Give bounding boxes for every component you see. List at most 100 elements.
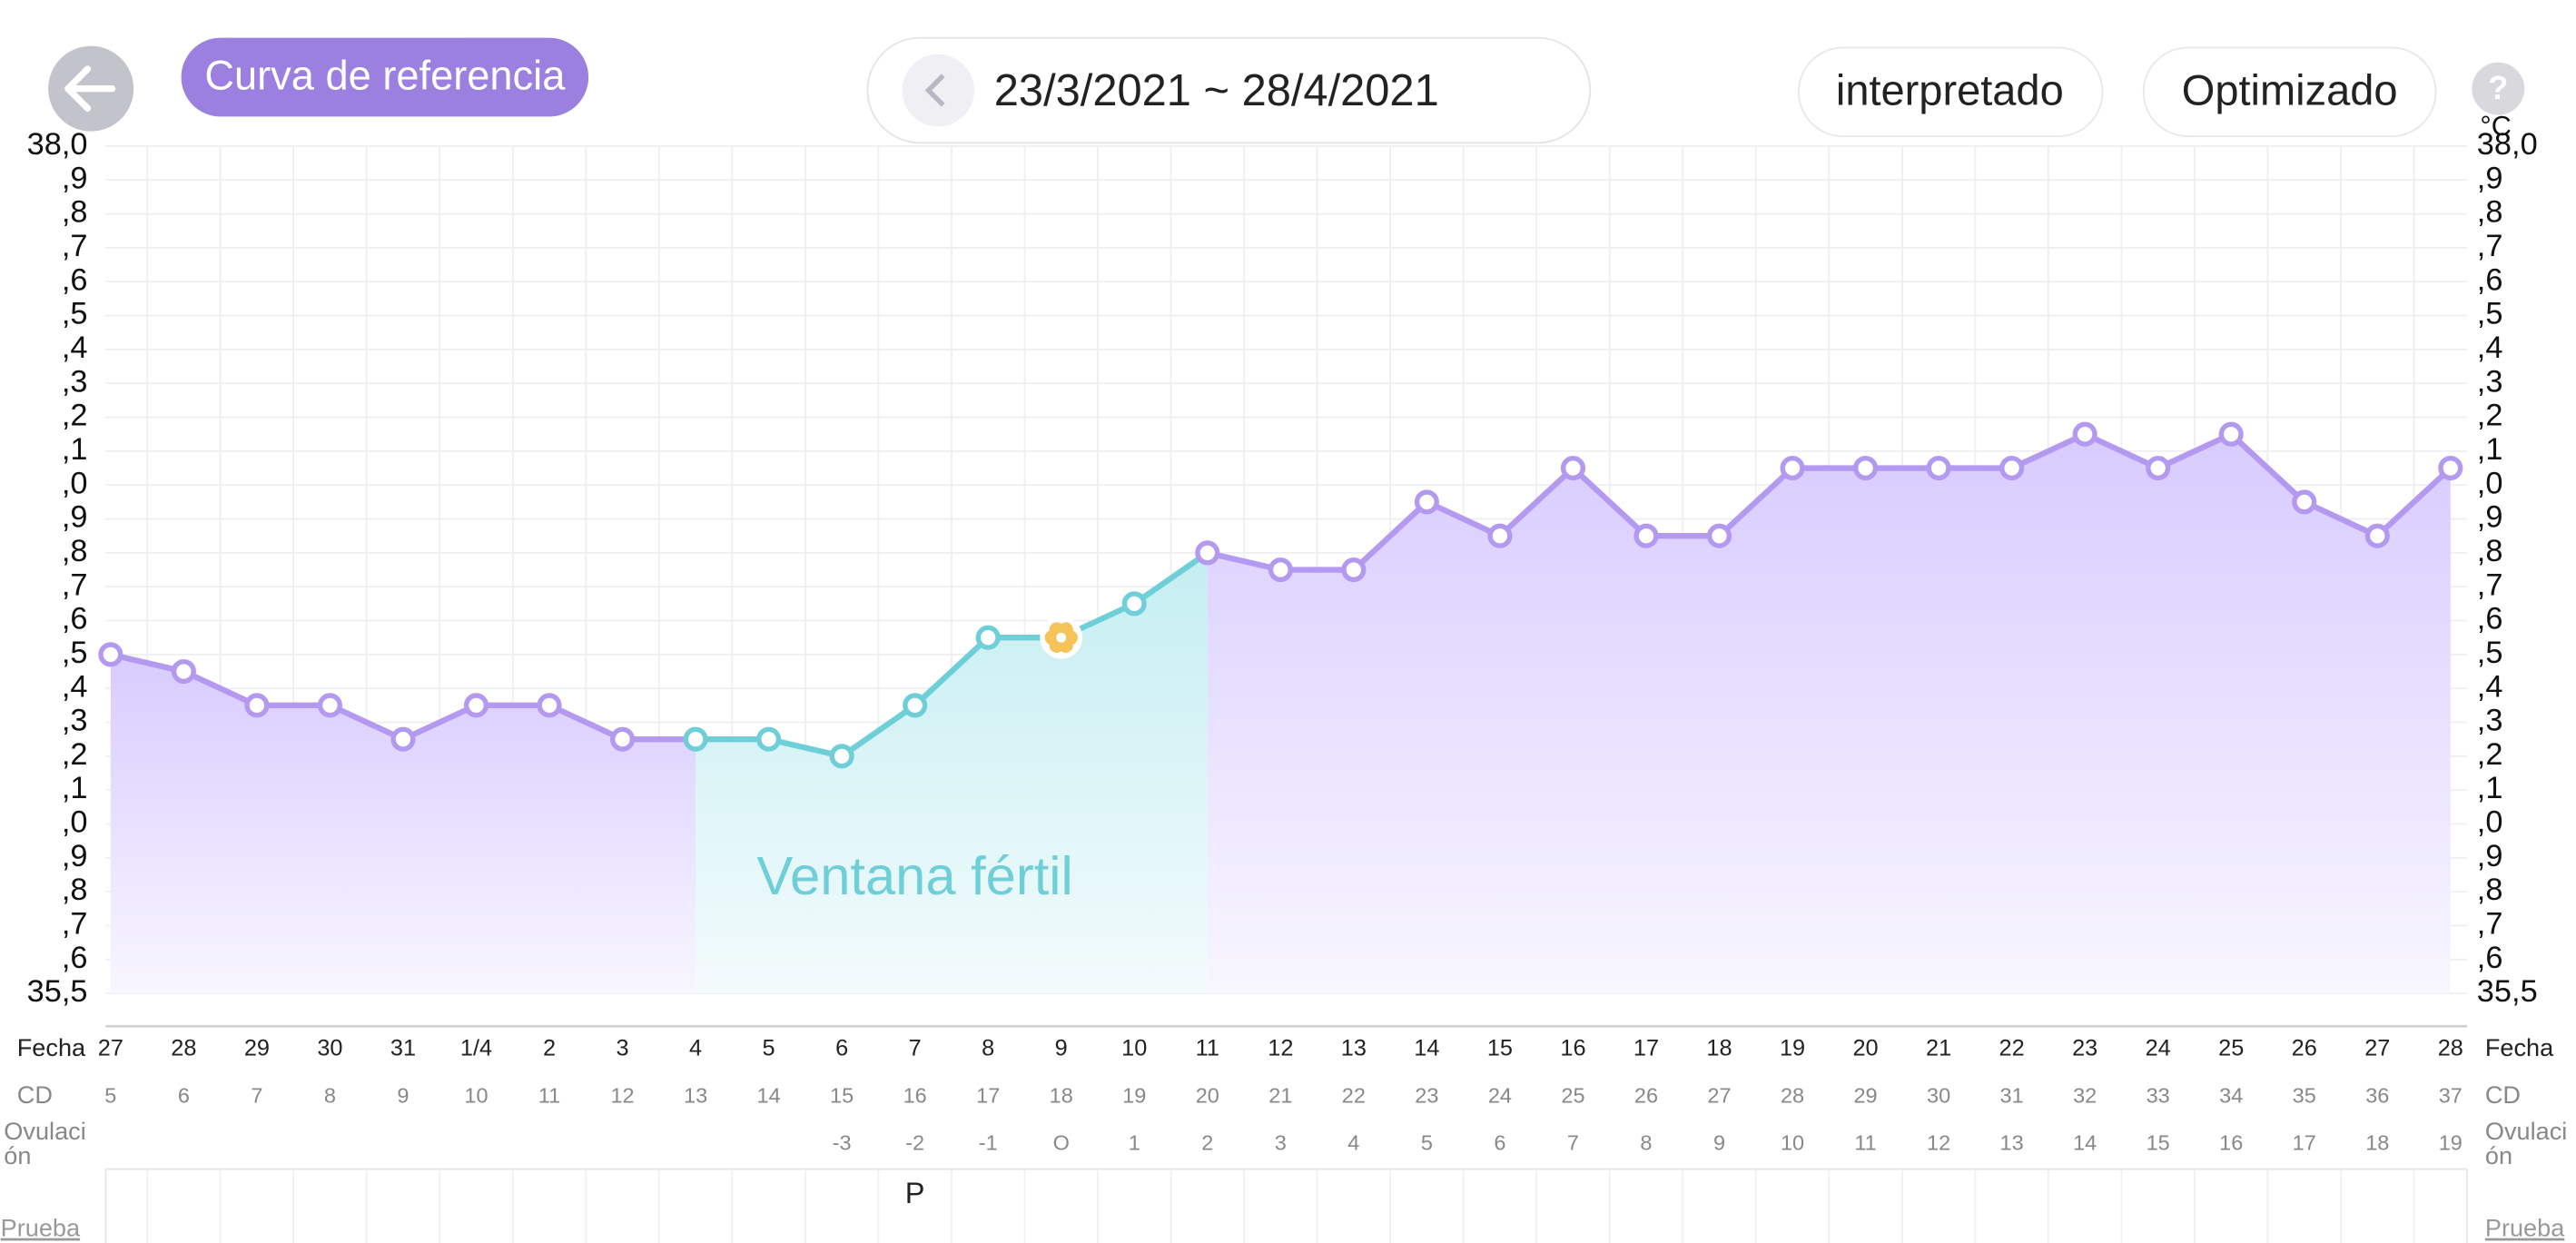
date-label: 16 (1560, 1035, 1585, 1060)
data-point (98, 642, 123, 667)
flower-center (1056, 632, 1067, 643)
cycle-day: 17 (976, 1083, 1000, 1107)
cycle-day: 23 (1415, 1083, 1438, 1107)
y-tick-label: ,5 (62, 297, 88, 331)
y-tick-label: ,4 (62, 330, 88, 365)
y2-tick-label: ,3 (2477, 364, 2503, 399)
data-point (1633, 523, 1659, 548)
ovulation-day: 7 (1567, 1131, 1579, 1155)
data-point (609, 726, 636, 752)
test-row-label: Prueba (2485, 1214, 2565, 1242)
data-point (1121, 591, 1147, 617)
y2-tick-label: ,9 (2477, 839, 2503, 873)
cycle-day: 12 (610, 1083, 634, 1107)
y2-tick-label: ,1 (2477, 432, 2503, 467)
y2-tick-label: ,8 (2477, 873, 2503, 907)
y2-tick-label: ,7 (2477, 907, 2503, 942)
cycle-day: 25 (1561, 1083, 1584, 1107)
reference-button[interactable]: Curva de referencia (181, 37, 589, 117)
cycle-day: 21 (1268, 1083, 1292, 1107)
ovulation-day: 2 (1201, 1131, 1213, 1155)
y-tick-label: ,9 (62, 500, 88, 535)
data-point (1414, 489, 1439, 515)
y-tick-label: ,9 (62, 161, 88, 195)
y2-tick-label: ,4 (2477, 669, 2503, 704)
date-label: 11 (1196, 1035, 1219, 1060)
ovulation-day: 6 (1494, 1131, 1505, 1155)
y-tick-label: ,6 (62, 602, 88, 636)
date-label: 1/4 (460, 1035, 492, 1060)
cycle-day: 19 (1122, 1083, 1146, 1107)
cycle-day: 10 (464, 1083, 488, 1107)
y-tick-label: ,8 (62, 534, 88, 568)
date-label: 13 (1341, 1035, 1367, 1060)
data-point (2292, 489, 2317, 515)
ovulation-day: 4 (1347, 1131, 1359, 1155)
date-label: 17 (1633, 1035, 1659, 1060)
y2-tick-label: ,0 (2477, 805, 2503, 840)
y-tick-label: ,5 (62, 636, 88, 670)
ovulation-label: Ovulación (4, 1120, 86, 1171)
y2-tick-label: ,7 (2477, 229, 2503, 263)
temperature-line (696, 550, 1209, 759)
date-label: 30 (317, 1035, 342, 1060)
date-label: 25 (2218, 1035, 2244, 1060)
back-button[interactable] (48, 45, 134, 132)
ovulation-day: 15 (2147, 1131, 2170, 1155)
y-tick-label: ,3 (62, 704, 88, 738)
ovulation-label-text: Ovulación (4, 1120, 86, 1171)
row-label: Fecha (17, 1033, 86, 1061)
y-tick-label: ,2 (62, 399, 88, 433)
cycle-day: 7 (251, 1083, 262, 1107)
date-label: 28 (171, 1035, 196, 1060)
data-point (756, 726, 782, 752)
ovulation-day: -1 (979, 1131, 998, 1155)
data-point (317, 693, 342, 718)
y-tick-label: ,2 (62, 737, 88, 772)
optimized-button[interactable]: Optimizado (2142, 46, 2437, 138)
cycle-day: 14 (757, 1083, 781, 1107)
data-point (390, 726, 416, 752)
date-label: 2 (543, 1035, 556, 1060)
cycle-day: 35 (2293, 1083, 2316, 1107)
y2-tick-label: ,2 (2477, 399, 2503, 433)
button-label: interpretado (1836, 66, 2064, 114)
y2-tick-label: ,8 (2477, 195, 2503, 230)
cycle-day: 26 (1634, 1083, 1658, 1107)
row-label: CD (17, 1080, 53, 1109)
date-label: 3 (617, 1035, 629, 1060)
ovulation-marker (1040, 616, 1083, 659)
ovulation-day: 11 (1854, 1131, 1876, 1155)
help-button[interactable]: ? (2472, 62, 2525, 115)
date-label: 27 (2364, 1035, 2390, 1060)
date-label: 7 (909, 1035, 922, 1060)
y2-tick-label: ,5 (2477, 636, 2503, 670)
data-point (1268, 557, 1293, 583)
date-label: 27 (98, 1035, 123, 1060)
y-tick-label: ,4 (62, 669, 88, 704)
y2-tick-label: ,6 (2477, 941, 2503, 975)
ovulation-day: 17 (2293, 1131, 2316, 1155)
y-tick-label: 35,5 (27, 974, 88, 1009)
y2-tick-label: ,7 (2477, 567, 2503, 602)
data-point (829, 744, 854, 769)
temperature-line (1207, 431, 2453, 573)
cycle-day: 30 (1927, 1083, 1950, 1107)
row-label-right: CD (2485, 1080, 2521, 1109)
ovulation-day: 5 (1421, 1131, 1433, 1155)
date-range-selector[interactable]: 23/3/2021 ~ 28/4/2021 (866, 36, 1592, 144)
luteal-area (110, 654, 696, 994)
date-label: 12 (1268, 1035, 1293, 1060)
y-tick-label: 38,0 (27, 127, 88, 162)
fertile-area (696, 552, 1208, 994)
data-point (1195, 540, 1220, 566)
y2-tick-label: ,9 (2477, 161, 2503, 195)
interpreted-button[interactable]: interpretado (1798, 46, 2104, 138)
plot: 38,0 38,0,9,9,8,8,7,7,6,6,5,5,4,4,3,3,2,2… (1, 110, 2567, 1243)
cycle-day: 11 (538, 1083, 560, 1107)
date-label: 19 (1780, 1035, 1805, 1060)
ovulation-day: 18 (2365, 1131, 2389, 1155)
ovulation-day: 8 (1640, 1131, 1652, 1155)
